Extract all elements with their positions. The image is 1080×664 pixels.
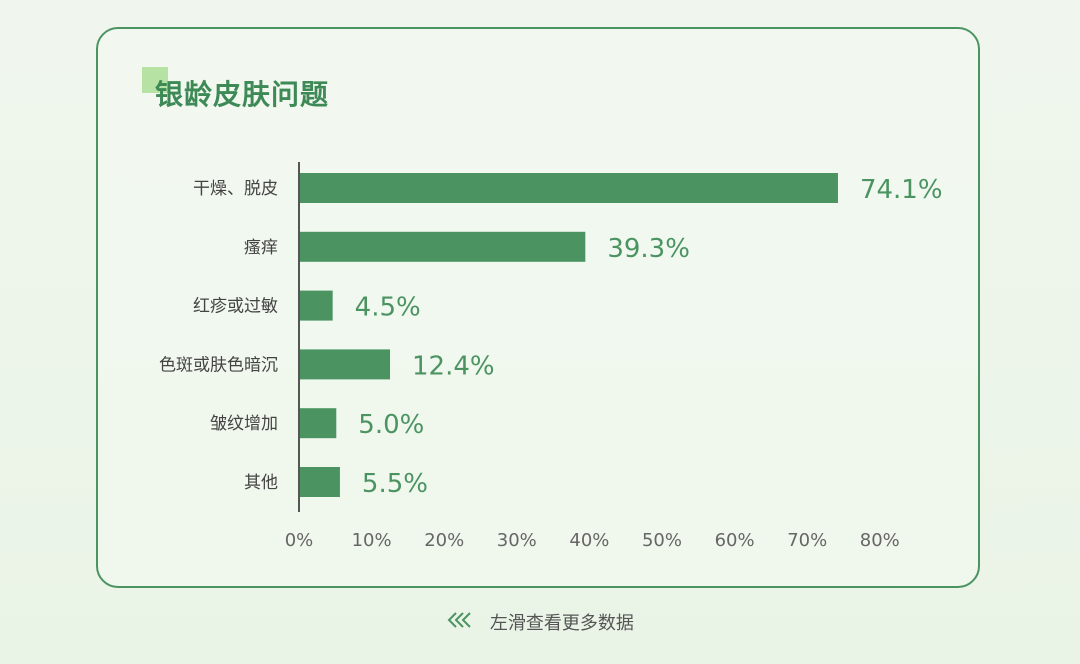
x-tick-label: 80% [860,530,900,551]
x-tick-label: 70% [787,530,827,551]
x-tick-label: 40% [569,530,609,551]
x-tick-label: 50% [642,530,682,551]
category-label: 干燥、脱皮 [193,179,278,199]
bar [300,231,586,262]
swipe-hint[interactable]: 左滑查看更多数据 [0,609,1080,639]
x-tick-label: 30% [497,530,537,551]
bar [300,290,333,321]
chart-card [96,27,980,588]
double-chevron-left-icon [446,609,474,639]
category-label: 色斑或肤色暗沉 [159,355,278,375]
x-tick-label: 20% [424,530,464,551]
category-label: 红疹或过敏 [193,297,278,317]
bar [300,349,391,380]
x-tick-label: 60% [715,530,755,551]
title-accent-square [142,67,168,93]
value-label: 74.1% [860,175,943,205]
x-tick-label: 0% [285,530,314,551]
value-label: 5.0% [358,410,424,440]
category-label: 皱纹增加 [210,414,278,434]
value-label: 12.4% [412,351,495,381]
category-label: 瘙痒 [244,238,278,258]
value-label: 39.3% [607,234,690,264]
swipe-hint-label: 左滑查看更多数据 [489,613,634,634]
value-label: 4.5% [355,293,421,323]
category-label: 其他 [244,473,278,493]
x-tick-label: 10% [352,530,392,551]
bar [300,467,340,497]
bar [300,408,337,439]
bar [300,173,838,203]
chart-title: 银龄皮肤问题 [155,78,330,111]
value-label: 5.5% [362,469,428,499]
